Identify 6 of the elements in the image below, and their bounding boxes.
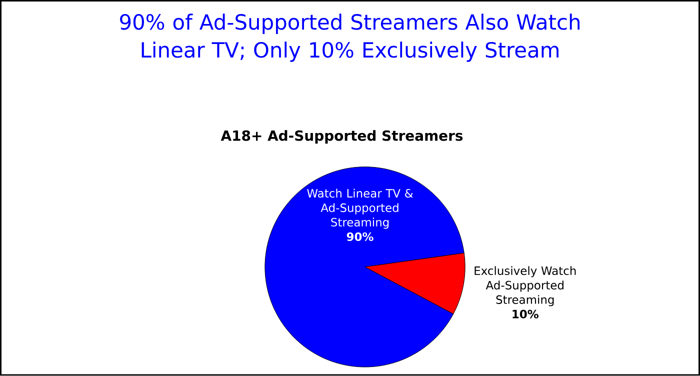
data-label: 10%	[512, 310, 538, 319]
slice-label: Exclusively Watch Ad-Supported Streaming	[474, 266, 576, 306]
chart-subtitle: A18+ Ad-Supported Streamers	[220, 130, 463, 144]
chart-title: 90% of Ad-Supported Streamers Also Watch Linear TV; Only 10% Exclusively Stream	[120, 14, 580, 62]
data-label: 90%	[346, 232, 374, 242]
slice-label: Watch Linear TV & Ad-Supported Streaming	[307, 188, 413, 229]
